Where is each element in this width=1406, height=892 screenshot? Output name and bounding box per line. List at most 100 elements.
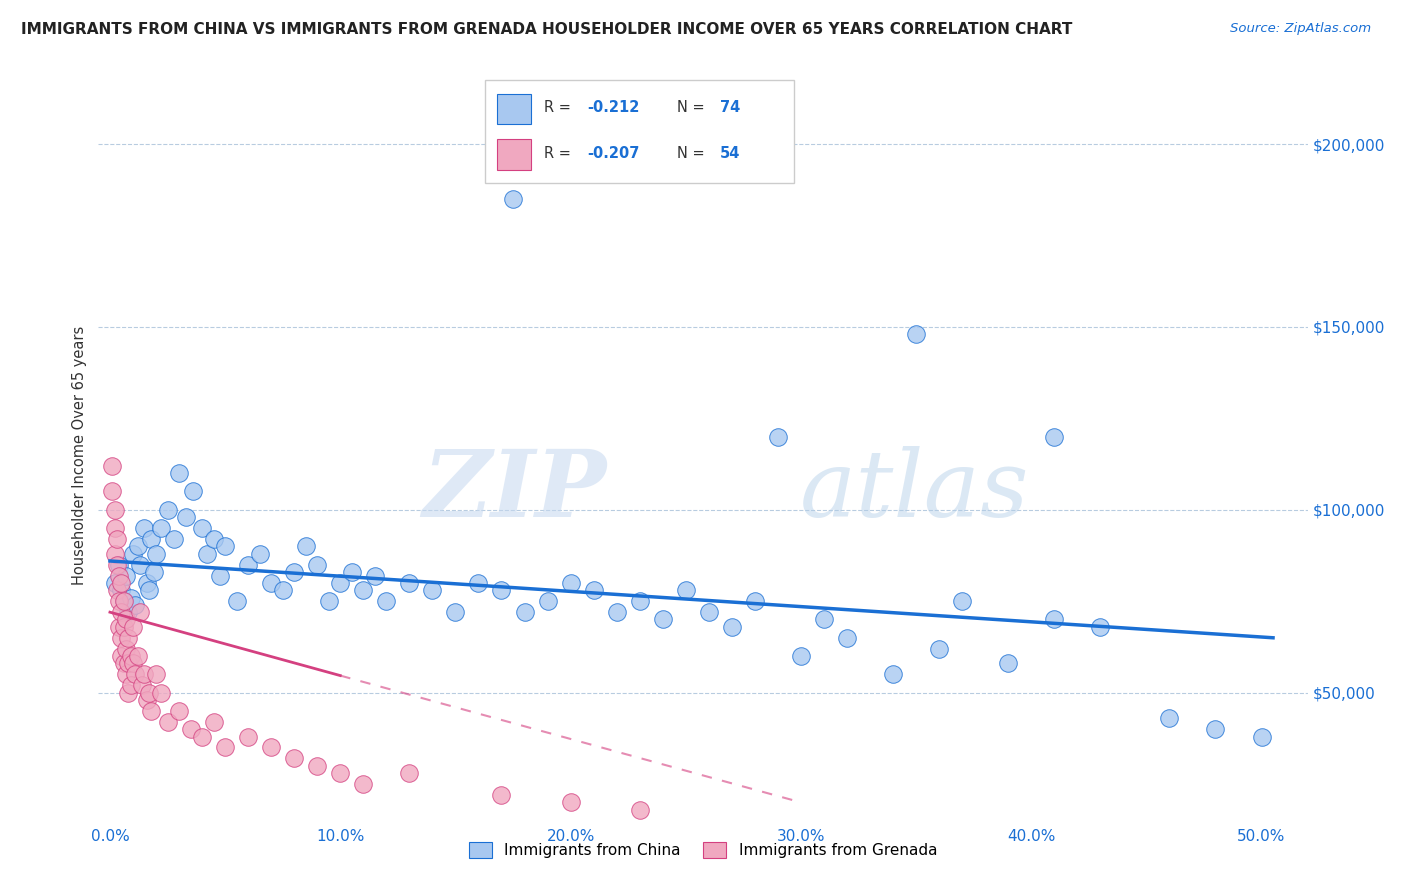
Point [127,539,149,553]
Point [491,583,513,598]
Point [502,192,524,206]
Point [134,667,156,681]
Point [134,521,156,535]
Point [128,605,150,619]
Point [191,730,214,744]
Point [260,740,283,755]
Point [115,613,138,627]
Point [103,502,125,516]
Point [138,583,160,598]
Point [167,704,190,718]
Point [560,576,582,591]
Point [202,714,225,729]
Point [195,547,218,561]
Point [181,484,204,499]
Point [249,547,271,561]
Point [108,594,131,608]
Text: N =: N = [676,145,709,161]
Point [225,594,247,608]
Point [110,583,132,598]
Point [997,657,1019,671]
Point [145,667,167,681]
Point [101,458,124,473]
Point [491,788,513,802]
Point [180,723,202,737]
Point [120,649,142,664]
Point [1159,711,1181,725]
Point [117,685,139,699]
Text: Source: ZipAtlas.com: Source: ZipAtlas.com [1230,22,1371,36]
Point [766,429,789,443]
Point [117,605,139,619]
Point [398,766,420,780]
Point [307,558,329,572]
Text: ZIP: ZIP [422,447,606,536]
Point [112,594,135,608]
Text: 74: 74 [720,101,741,115]
Point [135,693,157,707]
Text: R =: R = [544,145,575,161]
Point [790,649,813,664]
Point [108,568,131,582]
Point [813,613,835,627]
Point [422,583,444,598]
Text: 54: 54 [720,145,741,161]
Point [202,532,225,546]
Point [375,594,398,608]
Point [214,740,236,755]
Point [352,583,374,598]
Point [103,547,125,561]
Point [112,620,135,634]
Text: R =: R = [544,101,575,115]
Point [835,631,858,645]
Legend: Immigrants from China, Immigrants from Grenada: Immigrants from China, Immigrants from G… [463,836,943,864]
Point [283,751,305,765]
Point [628,803,651,817]
Point [260,576,283,591]
Point [115,667,138,681]
Point [120,678,142,692]
Point [124,667,146,681]
Point [115,568,138,582]
Point [1043,429,1066,443]
Point [271,583,294,598]
Point [122,547,145,561]
Point [352,777,374,791]
Point [675,583,697,598]
Point [329,576,352,591]
Point [560,796,582,810]
Point [122,620,145,634]
Point [110,576,132,591]
Point [236,730,259,744]
Point [120,591,142,605]
Point [697,605,720,619]
Point [163,532,186,546]
Point [905,327,928,342]
Point [744,594,766,608]
Point [110,605,132,619]
Point [145,547,167,561]
Point [329,766,352,780]
FancyBboxPatch shape [498,139,531,169]
Point [582,583,605,598]
Point [117,631,139,645]
Point [141,704,163,718]
Text: atlas: atlas [800,447,1029,536]
Point [364,568,387,582]
Point [513,605,536,619]
Point [105,558,128,572]
Point [115,641,138,656]
Point [108,620,131,634]
Point [112,657,135,671]
Point [294,539,316,553]
Point [720,620,742,634]
Text: -0.207: -0.207 [588,145,640,161]
Point [110,649,132,664]
Point [174,510,197,524]
Point [135,576,157,591]
Point [651,613,673,627]
Text: N =: N = [676,101,709,115]
Point [117,657,139,671]
Point [128,558,150,572]
Point [1250,730,1272,744]
